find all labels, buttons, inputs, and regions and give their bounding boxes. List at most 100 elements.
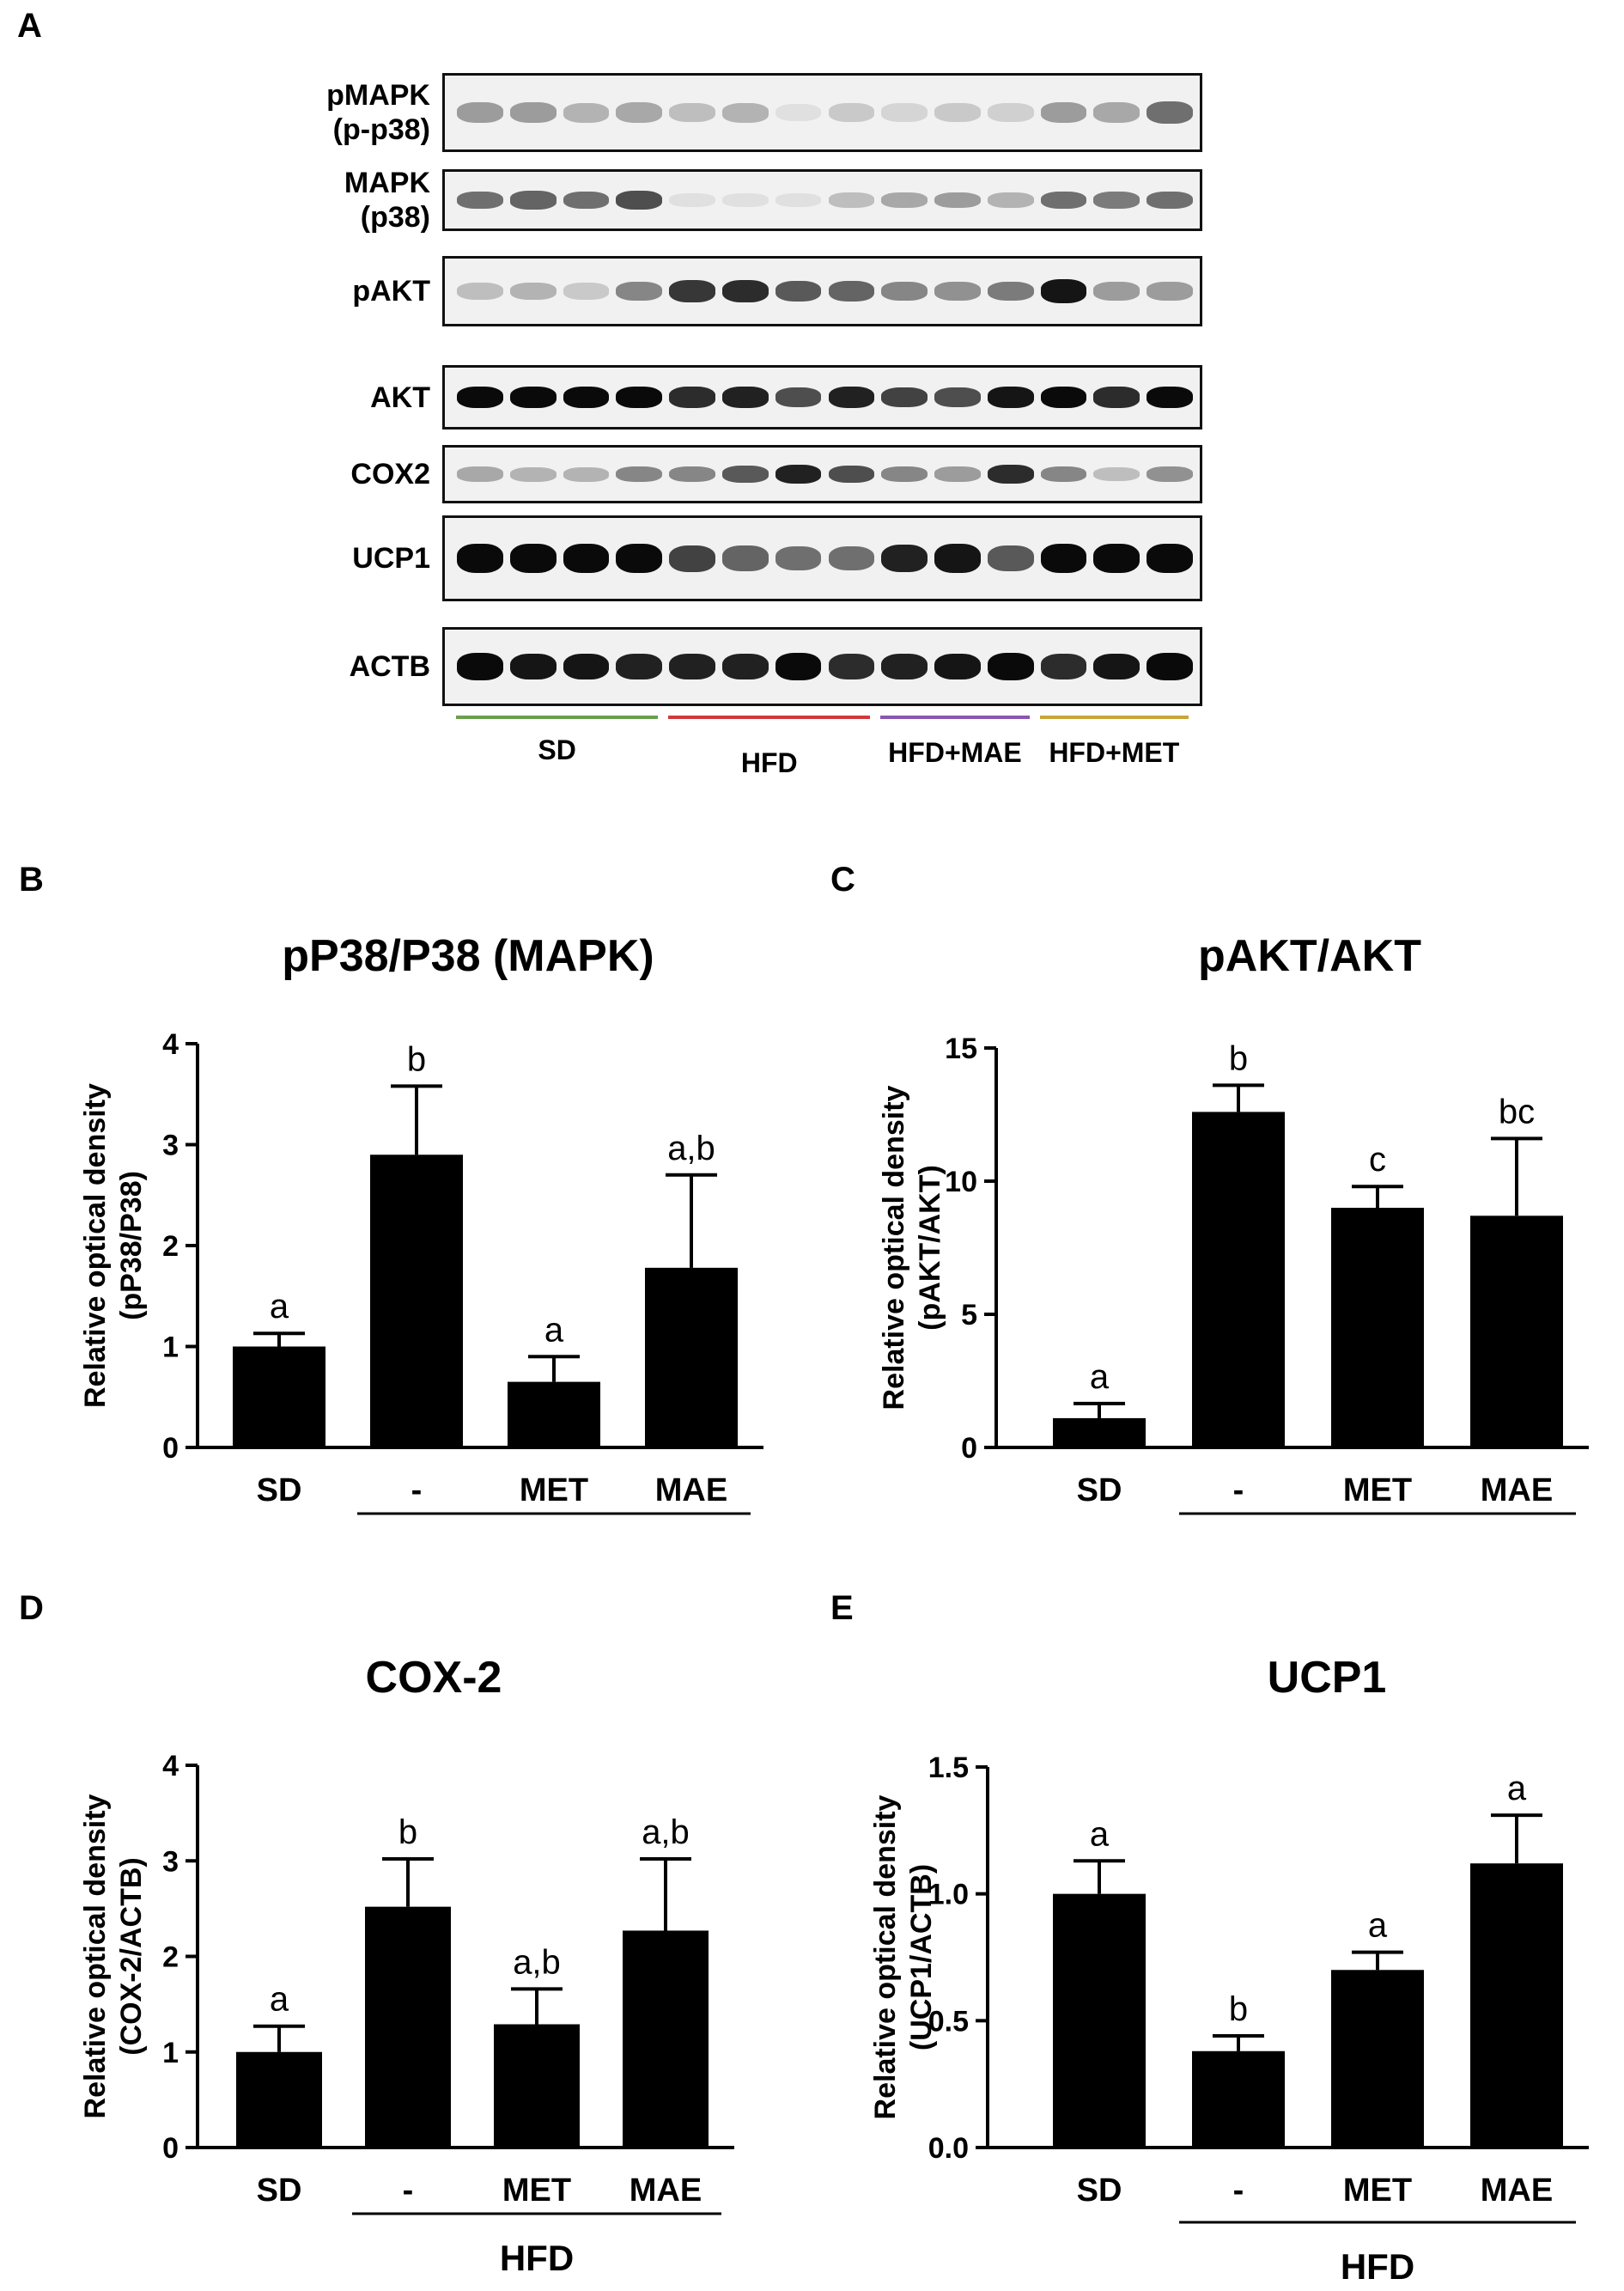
blot-band: [563, 544, 610, 573]
bar: [645, 1267, 738, 1447]
y-axis-label: Relative optical density (UCP1/ACTB): [869, 1794, 938, 2119]
blot-label-line: ACTB: [349, 650, 430, 683]
blot-band: [881, 281, 928, 302]
category-label: SD: [1077, 2172, 1122, 2209]
blot-band: [1147, 101, 1193, 125]
blot-band: [1040, 386, 1087, 409]
blot-band: [1147, 282, 1193, 301]
y-tick-label: 1.0: [928, 1879, 969, 1911]
blot-band: [457, 653, 503, 680]
y-tick-label: 0: [162, 1432, 179, 1465]
y-tick-label: 2: [162, 1230, 179, 1263]
blot-strip: [442, 627, 1202, 706]
y-tick-label: 1: [162, 2037, 179, 2069]
y-axis-label-line: Relative optical density: [79, 1083, 112, 1408]
blot-band: [828, 465, 875, 484]
blot-band: [934, 192, 981, 209]
blot-band: [881, 192, 928, 209]
blot-band: [509, 386, 557, 409]
significance-label: a: [270, 1981, 289, 2019]
category-label: MET: [1343, 2172, 1412, 2209]
blot-label-line: (p38): [360, 201, 430, 234]
category-label: MAE: [630, 2172, 702, 2209]
significance-label: b: [407, 1040, 426, 1078]
y-tick-label: 4: [162, 1028, 179, 1061]
blot-band: [934, 282, 981, 301]
blot-label-line: COX2: [350, 458, 430, 490]
blot-band: [828, 545, 875, 571]
significance-label: a: [270, 1288, 289, 1325]
category-label: MAE: [1481, 2172, 1553, 2209]
y-tick-label: 4: [162, 1750, 179, 1782]
y-axis-label-line: Relative optical density: [878, 1085, 910, 1410]
blot-band: [1147, 466, 1193, 483]
group-label: HFD: [517, 1538, 591, 1542]
chart-ucp1: E UCP1 Relative optical density (UCP1/ACTB)…: [830, 1589, 1589, 2285]
blot-band: [616, 386, 663, 409]
blot-band: [1093, 191, 1140, 210]
blot-band: [721, 102, 769, 123]
blot-band: [775, 545, 822, 571]
blot-band: [775, 280, 822, 302]
significance-label: b: [398, 1813, 417, 1851]
y-tick-label: 0: [961, 1432, 977, 1465]
blot-band: [1093, 387, 1140, 408]
bar: [370, 1155, 463, 1447]
group-label: HFD: [1341, 2246, 1414, 2285]
panel-letter: D: [19, 1589, 44, 1627]
blot-band: [457, 544, 503, 573]
group-label: HFD+MET: [1049, 737, 1180, 768]
significance-label: a: [1090, 1815, 1110, 1853]
blot-band: [828, 192, 875, 208]
blot-band: [1093, 282, 1140, 301]
significance-label: b: [1229, 1990, 1248, 2028]
group-line: [668, 716, 871, 719]
chart-cox2: D COX-2 Relative optical density (COX-2/ACT…: [19, 1589, 734, 2278]
category-label: -: [1233, 2172, 1244, 2209]
y-axis-label-line: Relative optical density: [869, 1794, 902, 2119]
significance-label: bc: [1499, 1093, 1535, 1130]
category-label: SD: [257, 2172, 302, 2209]
blot-band: [509, 653, 557, 680]
bar: [236, 2051, 322, 2148]
blot-band: [934, 544, 981, 573]
chart-title: COX-2: [366, 1653, 502, 1703]
blot-band: [563, 466, 610, 482]
blot-band: [987, 386, 1034, 409]
blot-band: [881, 653, 928, 680]
bar: [623, 1930, 709, 2148]
blot-band: [563, 102, 610, 123]
blot-band: [934, 103, 981, 122]
category-label: MET: [520, 1472, 588, 1508]
category-label: -: [1233, 1472, 1244, 1508]
bar: [1331, 1208, 1424, 1447]
blot-band: [457, 191, 503, 210]
blot-band: [881, 387, 928, 408]
blot-band: [775, 464, 822, 484]
panel-letter: E: [830, 1589, 854, 1627]
blot-band: [616, 191, 663, 210]
category-label: MET: [502, 2172, 571, 2209]
blot-band: [1147, 386, 1193, 409]
blot-band: [721, 387, 769, 408]
blot-label-line: pMAPK: [326, 79, 430, 112]
significance-label: c: [1369, 1141, 1386, 1179]
blot-band: [1093, 544, 1140, 573]
blot-label: pAKT: [352, 274, 430, 308]
significance-label: a: [544, 1311, 564, 1349]
blot-band: [616, 466, 663, 483]
western-blot-panel: pMAPK (p-p38) MAPK (p38) pAKT AKT COX2 UCP1 ACTB…: [0, 0, 1624, 799]
significance-label: a,b: [513, 1943, 561, 1981]
bar: [1053, 1893, 1146, 2148]
blot-band: [721, 465, 769, 484]
bar: [233, 1346, 325, 1447]
blot-band: [563, 283, 610, 300]
blot-band: [669, 192, 715, 208]
group-line: [1039, 716, 1189, 719]
blot-band: [775, 192, 822, 208]
blot-band: [775, 653, 822, 680]
panel-letter-a: A: [17, 7, 42, 45]
group-line: [880, 716, 1030, 719]
blot-strip: [442, 256, 1202, 326]
